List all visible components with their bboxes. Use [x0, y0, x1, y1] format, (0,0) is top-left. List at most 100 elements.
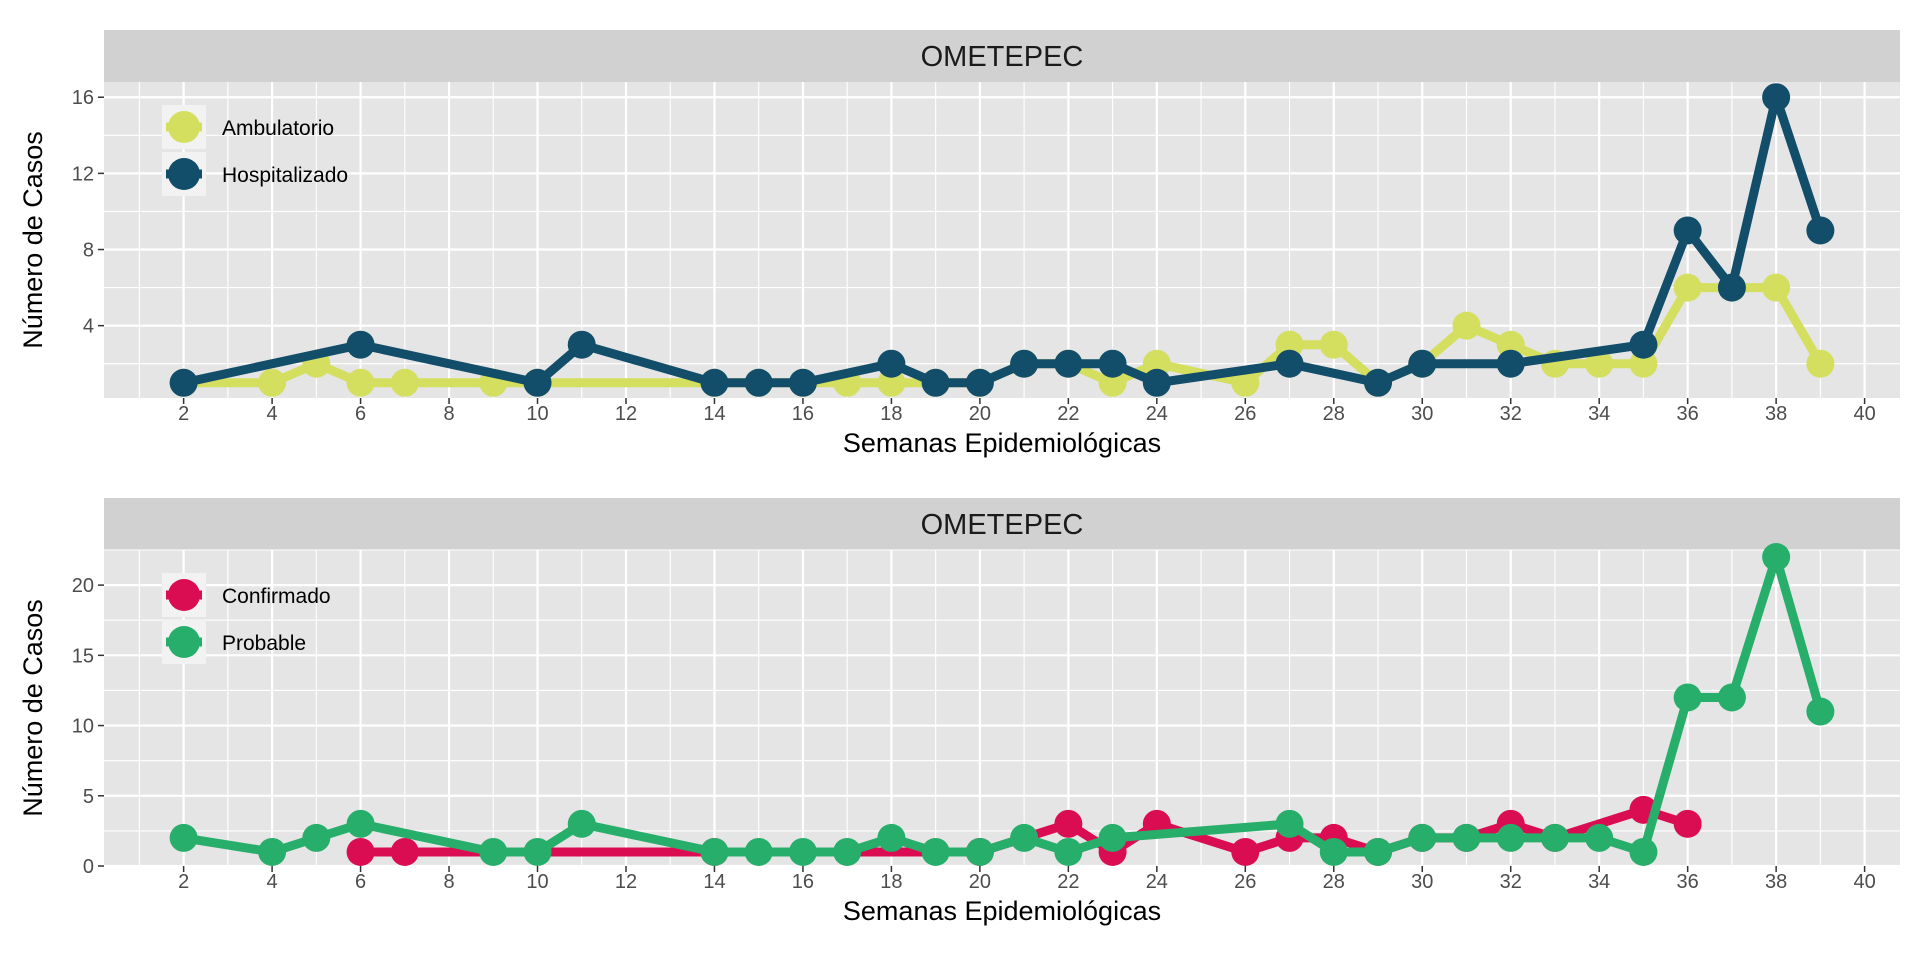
data-point — [1364, 837, 1393, 866]
y-tick-label: 10 — [72, 716, 94, 738]
facet-title: OMETEPEC — [921, 41, 1084, 73]
x-tick-label: 24 — [1146, 403, 1168, 425]
data-point — [1540, 823, 1569, 852]
data-point — [1452, 823, 1481, 852]
legend-key-point — [168, 626, 200, 658]
data-point — [1054, 809, 1083, 838]
data-point — [1585, 349, 1614, 378]
data-point — [1629, 837, 1658, 866]
data-point — [567, 330, 596, 359]
data-point — [1585, 823, 1614, 852]
x-tick-label: 2 — [178, 403, 189, 425]
data-point — [479, 837, 508, 866]
x-tick-label: 18 — [880, 871, 902, 893]
data-point — [567, 809, 596, 838]
data-point — [1673, 683, 1702, 712]
x-tick-label: 4 — [267, 871, 278, 893]
data-point — [390, 368, 419, 397]
legend: Ambulatorio Hospitalizado — [162, 105, 348, 196]
data-point — [965, 837, 994, 866]
data-point — [744, 368, 773, 397]
data-point — [1806, 697, 1835, 726]
data-point — [169, 368, 198, 397]
x-tick-label: 38 — [1765, 871, 1787, 893]
y-tick-label: 12 — [72, 163, 94, 185]
legend-label: Hospitalizado — [222, 164, 348, 187]
x-tick-label: 6 — [355, 871, 366, 893]
data-point — [258, 837, 287, 866]
data-point — [258, 368, 287, 397]
data-point — [1275, 809, 1304, 838]
x-tick-label: 22 — [1057, 871, 1079, 893]
data-point — [700, 368, 729, 397]
facet-strip — [104, 498, 1900, 550]
plot-background — [104, 550, 1900, 866]
x-tick-label: 18 — [880, 403, 902, 425]
data-point — [1231, 837, 1260, 866]
data-point — [1673, 273, 1702, 302]
y-tick-label: 0 — [83, 856, 94, 878]
x-tick-label: 28 — [1323, 871, 1345, 893]
y-tick-label: 4 — [83, 316, 94, 338]
x-axis-title: Semanas Epidemiológicas — [843, 896, 1161, 926]
data-point — [965, 368, 994, 397]
data-point — [833, 837, 862, 866]
legend-key-point — [168, 579, 200, 611]
data-point — [390, 837, 419, 866]
data-point — [1762, 273, 1791, 302]
x-tick-label: 28 — [1323, 403, 1345, 425]
data-point — [346, 330, 375, 359]
y-tick-label: 5 — [83, 786, 94, 808]
data-point — [1673, 809, 1702, 838]
data-point — [877, 823, 906, 852]
data-point — [1010, 823, 1039, 852]
data-point — [1364, 368, 1393, 397]
x-tick-label: 2 — [178, 871, 189, 893]
x-tick-label: 8 — [443, 871, 454, 893]
x-tick-label: 38 — [1765, 403, 1787, 425]
data-point — [1629, 330, 1658, 359]
data-point — [1717, 683, 1746, 712]
x-tick-label: 6 — [355, 403, 366, 425]
x-tick-label: 10 — [526, 871, 548, 893]
data-point — [921, 368, 950, 397]
x-tick-label: 12 — [615, 403, 637, 425]
data-point — [1098, 823, 1127, 852]
x-tick-label: 10 — [526, 403, 548, 425]
data-point — [877, 349, 906, 378]
data-point — [523, 368, 552, 397]
x-tick-label: 34 — [1588, 871, 1610, 893]
series-hospitalizado — [169, 83, 1835, 397]
data-point — [1762, 83, 1791, 112]
data-point — [1717, 273, 1746, 302]
data-point — [1054, 837, 1083, 866]
x-tick-label: 14 — [703, 403, 725, 425]
x-tick-label: 32 — [1500, 871, 1522, 893]
x-tick-label: 40 — [1853, 871, 1875, 893]
x-tick-label: 22 — [1057, 403, 1079, 425]
y-tick-label: 16 — [72, 87, 94, 109]
plot-background — [104, 82, 1900, 398]
data-point — [169, 823, 198, 852]
data-point — [302, 823, 331, 852]
x-tick-label: 16 — [792, 403, 814, 425]
data-point — [1496, 349, 1525, 378]
x-tick-label: 26 — [1234, 871, 1256, 893]
x-axis-title: Semanas Epidemiológicas — [843, 428, 1161, 458]
data-point — [1806, 349, 1835, 378]
data-point — [788, 837, 817, 866]
x-tick-label: 20 — [969, 403, 991, 425]
data-point — [788, 368, 817, 397]
y-axis-title: Número de Casos — [18, 131, 48, 349]
data-point — [1142, 368, 1171, 397]
series-probable — [169, 543, 1835, 866]
x-tick-label: 26 — [1234, 403, 1256, 425]
data-point — [1408, 349, 1437, 378]
data-point — [1231, 368, 1260, 397]
data-point — [1408, 823, 1437, 852]
x-tick-label: 20 — [969, 871, 991, 893]
x-tick-label: 4 — [267, 403, 278, 425]
data-point — [1054, 349, 1083, 378]
